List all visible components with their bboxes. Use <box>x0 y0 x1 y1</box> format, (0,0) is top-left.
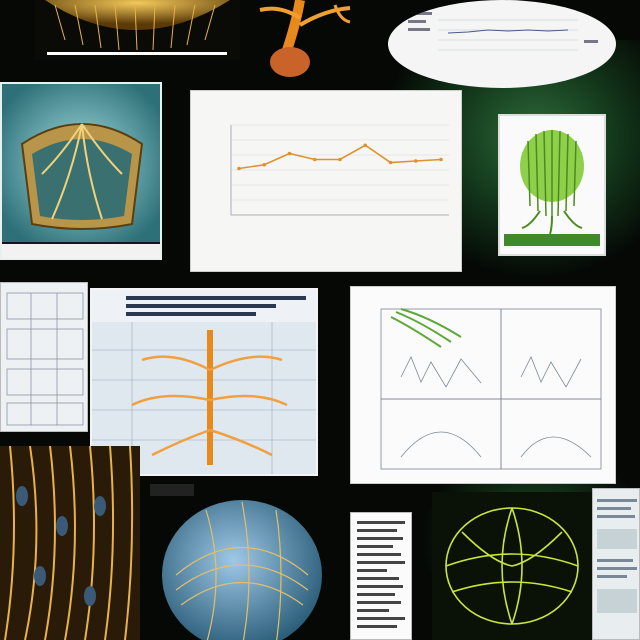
chart-point <box>262 162 267 167</box>
tile-oval-line-chart <box>388 0 616 88</box>
left-document-sketch <box>6 292 84 426</box>
chart-point <box>338 157 342 162</box>
tile-left-document <box>0 282 88 432</box>
tile-teal-vessel <box>0 82 162 260</box>
chart-point <box>413 159 418 163</box>
blue-sphere-illustration <box>162 500 322 640</box>
tile-orange-root <box>240 0 360 80</box>
tile-blue-sphere <box>146 480 336 640</box>
green-wireframe-illustration <box>445 507 579 625</box>
tile-text-page <box>350 512 412 640</box>
teal-vessel-illustration <box>2 84 160 242</box>
tile-green-wireframe <box>432 492 592 640</box>
oval-chart-graphic <box>408 12 598 51</box>
text-page-lines <box>357 521 405 628</box>
tile-right-document <box>592 488 640 640</box>
chart-point <box>363 143 368 148</box>
chart-point <box>287 151 292 156</box>
right-document-lines <box>597 499 637 613</box>
tile-sketch-diagram <box>350 286 616 484</box>
tile-green-bundle <box>498 114 606 256</box>
blue-sphere-caption-bar <box>150 484 194 496</box>
line-chart-plot <box>230 124 449 216</box>
chart-series-line <box>238 144 442 170</box>
golden-mesh-illustration <box>4 446 134 640</box>
tile-golden-mesh <box>0 446 140 640</box>
tile-main-line-chart <box>190 90 462 272</box>
sketch-diagram-illustration <box>380 308 602 470</box>
teal-vessel-caption-bar <box>2 244 160 258</box>
orange-root-illustration <box>259 0 351 77</box>
tile-golden-organ-top <box>35 0 240 60</box>
chart-point <box>312 157 317 162</box>
green-bundle-illustration <box>504 130 600 246</box>
chart-point <box>388 160 393 165</box>
chart-point <box>237 166 241 171</box>
tile-orange-tree-diagram <box>90 288 318 476</box>
golden-organ-illustration <box>45 0 230 55</box>
orange-tree-illustration <box>92 290 316 474</box>
chart-point <box>439 157 443 162</box>
